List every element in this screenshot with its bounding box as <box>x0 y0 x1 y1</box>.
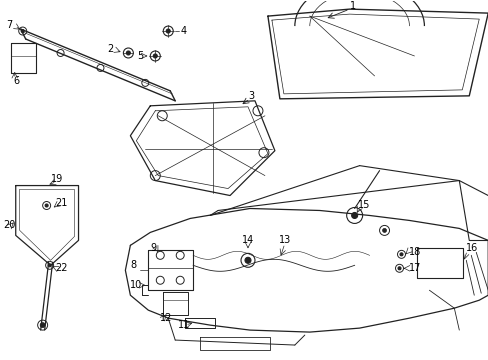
Circle shape <box>166 29 170 33</box>
Text: 21: 21 <box>56 198 68 207</box>
Text: 5: 5 <box>137 51 143 61</box>
Text: 12: 12 <box>160 313 172 323</box>
Text: 22: 22 <box>56 263 68 273</box>
Circle shape <box>399 253 402 256</box>
Circle shape <box>397 267 400 270</box>
Circle shape <box>244 257 250 263</box>
Circle shape <box>48 264 51 267</box>
Text: 15: 15 <box>357 201 369 211</box>
Circle shape <box>126 51 130 55</box>
Circle shape <box>153 54 157 58</box>
Text: 14: 14 <box>242 235 254 246</box>
Text: 7: 7 <box>6 20 12 30</box>
Text: 6: 6 <box>14 76 20 86</box>
Text: 9: 9 <box>150 243 156 253</box>
Circle shape <box>21 30 24 32</box>
Text: 2: 2 <box>107 44 113 54</box>
Circle shape <box>351 212 357 219</box>
Circle shape <box>382 229 386 233</box>
Text: 8: 8 <box>130 260 136 270</box>
Text: 4: 4 <box>180 26 186 36</box>
Text: 20: 20 <box>3 220 15 230</box>
Text: 13: 13 <box>278 235 290 246</box>
Circle shape <box>45 204 48 207</box>
Text: 18: 18 <box>407 247 420 257</box>
Text: 3: 3 <box>247 91 254 101</box>
Text: 16: 16 <box>466 243 478 253</box>
Text: 11: 11 <box>178 320 190 330</box>
Text: 17: 17 <box>407 263 420 273</box>
Text: 19: 19 <box>51 174 63 184</box>
Circle shape <box>41 323 44 327</box>
Text: 1: 1 <box>349 1 355 11</box>
Text: 10: 10 <box>130 280 142 290</box>
